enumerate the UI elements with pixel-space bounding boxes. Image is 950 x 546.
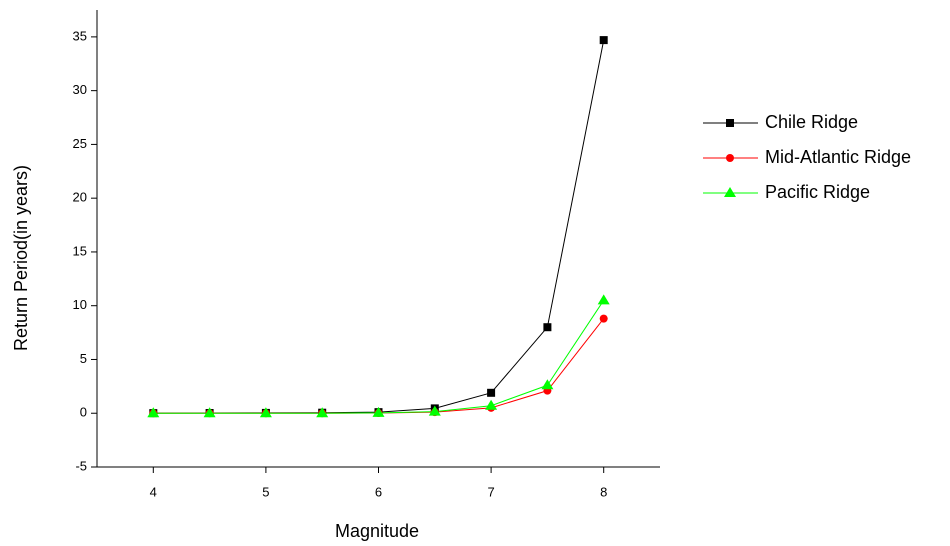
- series-line: [153, 318, 605, 414]
- series-line: [153, 300, 605, 414]
- y-tick-label: 30: [73, 82, 87, 97]
- x-tick-label: 5: [262, 484, 269, 499]
- marker: [147, 407, 160, 418]
- x-tick-label: 8: [600, 484, 607, 499]
- marker: [541, 379, 554, 390]
- marker: [316, 407, 329, 418]
- marker: [428, 405, 441, 416]
- marker: [726, 119, 734, 127]
- y-tick-label: 5: [80, 351, 87, 366]
- legend-text: Pacific Ridge: [765, 182, 870, 202]
- x-axis-label: Magnitude: [335, 521, 419, 541]
- marker: [599, 36, 608, 45]
- y-tick-label: 0: [80, 405, 87, 420]
- marker: [599, 314, 608, 323]
- marker: [259, 407, 272, 418]
- marker: [597, 294, 610, 305]
- marker: [487, 388, 496, 397]
- y-tick-label: 15: [73, 243, 87, 258]
- marker: [485, 399, 498, 410]
- y-tick-label: 10: [73, 297, 87, 312]
- legend-text: Mid-Atlantic Ridge: [765, 147, 911, 167]
- y-tick-label: 35: [73, 28, 87, 43]
- x-tick-label: 7: [487, 484, 494, 499]
- marker: [543, 323, 552, 332]
- legend-text: Chile Ridge: [765, 112, 858, 132]
- y-tick-label: -5: [75, 458, 87, 473]
- x-tick-label: 6: [375, 484, 382, 499]
- series-line: [153, 40, 605, 414]
- y-tick-label: 20: [73, 190, 87, 205]
- y-axis-label: Return Period(in years): [11, 165, 31, 351]
- marker: [203, 407, 216, 418]
- x-tick-label: 4: [150, 484, 157, 499]
- marker: [726, 154, 734, 162]
- marker: [372, 406, 385, 417]
- marker: [724, 187, 736, 197]
- y-tick-label: 25: [73, 136, 87, 151]
